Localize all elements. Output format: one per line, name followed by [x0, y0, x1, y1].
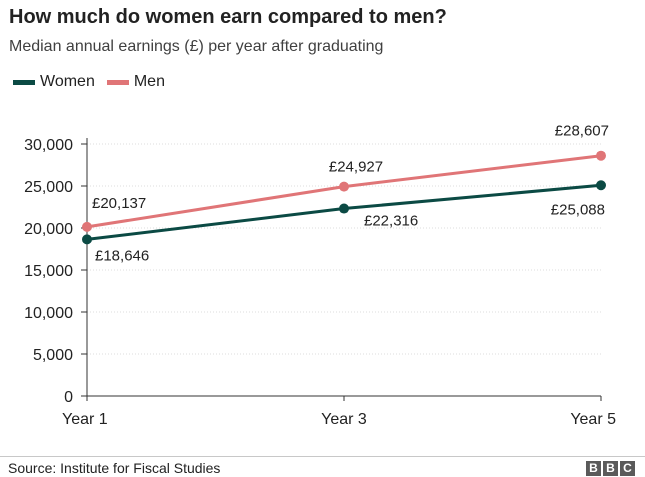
data-point-women [82, 234, 92, 245]
data-point-men [82, 221, 92, 232]
legend-swatch-men [106, 79, 129, 85]
legend-swatch-women [13, 79, 35, 85]
bbc-logo-letter: B [586, 461, 601, 476]
y-tick-label: 5,000 [33, 347, 73, 364]
legend-item-women: Women [13, 73, 95, 91]
data-label-women: £22,316 [364, 213, 418, 230]
chart-title: How much do women earn compared to men? [9, 6, 447, 28]
legend-label-women: Women [40, 73, 95, 90]
data-label-women: £18,646 [95, 247, 149, 264]
y-tick-label: 30,000 [24, 137, 73, 154]
legend: Women Men [13, 72, 177, 92]
bbc-logo-letter: B [603, 461, 618, 476]
data-point-women [596, 180, 606, 191]
legend-label-men: Men [133, 73, 165, 90]
data-label-men: £20,137 [92, 195, 146, 212]
y-tick-label: 20,000 [24, 221, 73, 238]
legend-item-men: Men [106, 73, 165, 91]
data-point-women [339, 203, 349, 214]
footer-divider [0, 456, 645, 457]
x-tick-label: Year 3 [321, 411, 367, 428]
source-note: Source: Institute for Fiscal Studies [8, 460, 221, 476]
data-point-men [339, 181, 349, 192]
chart-subtitle: Median annual earnings (£) per year afte… [9, 38, 384, 55]
bbc-logo-letter: C [620, 461, 635, 476]
y-tick-label: 15,000 [24, 263, 73, 280]
data-point-men [596, 150, 606, 161]
data-label-men: £24,927 [329, 159, 383, 176]
data-label-women: £25,088 [551, 201, 605, 218]
bbc-logo: B B C [584, 461, 635, 476]
x-tick-label: Year 1 [62, 411, 108, 428]
y-tick-label: 25,000 [24, 179, 73, 196]
data-label-men: £28,607 [555, 123, 609, 140]
y-tick-label: 0 [64, 389, 73, 406]
y-tick-label: 10,000 [24, 305, 73, 322]
line-chart: 0 5,000 10,000 15,000 20,000 25,000 30,000 Year… [24, 123, 616, 428]
x-tick-label: Year 5 [570, 411, 616, 428]
